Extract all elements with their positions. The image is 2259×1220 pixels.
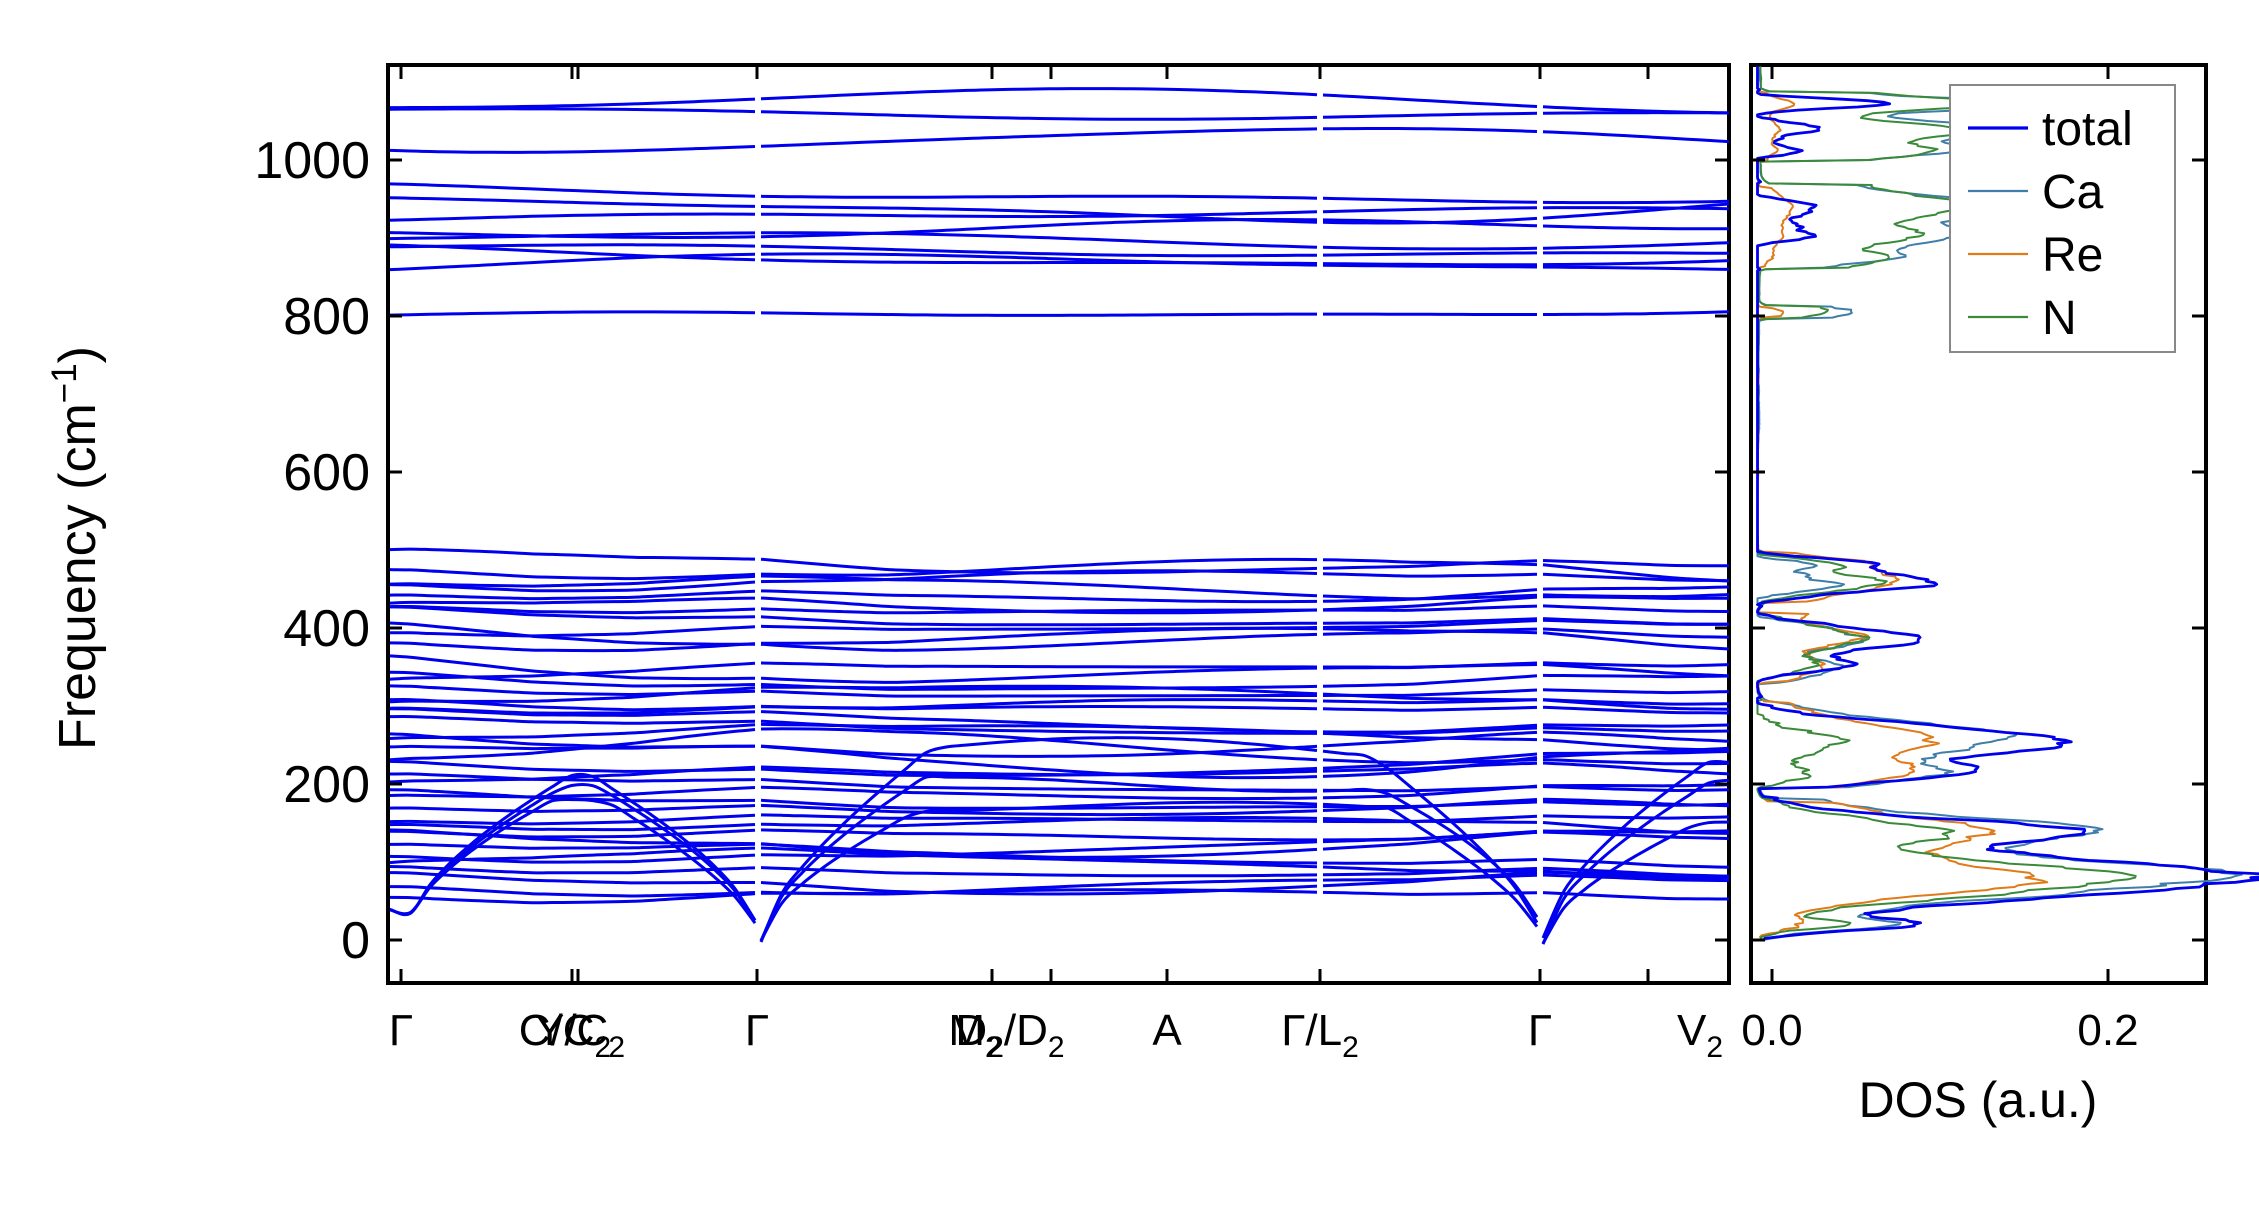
svg-text:200: 200 bbox=[283, 756, 370, 814]
svg-text:400: 400 bbox=[283, 600, 370, 658]
svg-text:1000: 1000 bbox=[254, 132, 370, 190]
svg-text:0.0: 0.0 bbox=[1741, 1006, 1802, 1055]
svg-text:600: 600 bbox=[283, 444, 370, 502]
svg-text:DOS (a.u.): DOS (a.u.) bbox=[1859, 1072, 2098, 1128]
svg-text:total: total bbox=[2042, 103, 2133, 156]
svg-text:Ca: Ca bbox=[2042, 166, 2104, 219]
svg-text:0.2: 0.2 bbox=[2077, 1006, 2138, 1055]
svg-text:Γ: Γ bbox=[745, 1006, 769, 1055]
svg-text:0: 0 bbox=[341, 912, 370, 970]
svg-text:A: A bbox=[1152, 1006, 1182, 1055]
svg-text:Γ: Γ bbox=[389, 1006, 413, 1055]
svg-text:800: 800 bbox=[283, 288, 370, 346]
svg-text:Re: Re bbox=[2042, 229, 2103, 282]
svg-text:Γ: Γ bbox=[1528, 1006, 1552, 1055]
svg-text:N: N bbox=[2042, 292, 2077, 345]
svg-text:Frequency (cm−1): Frequency (cm−1) bbox=[45, 346, 107, 750]
